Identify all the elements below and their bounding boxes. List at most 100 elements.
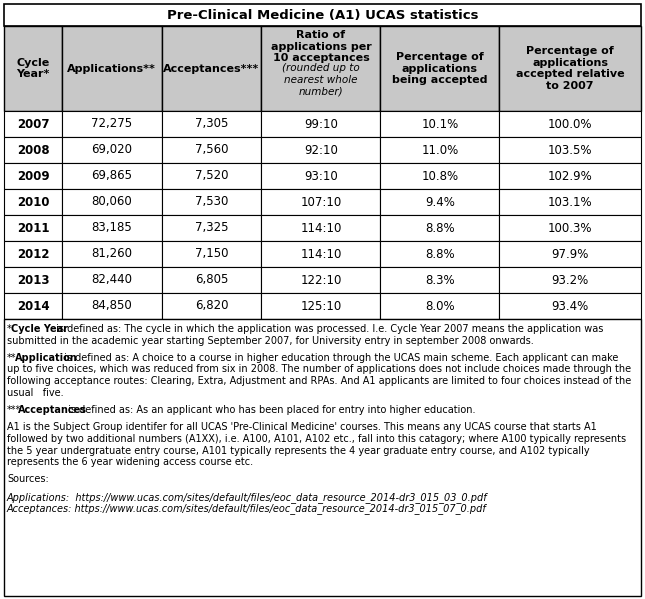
Bar [261, 241, 381, 267]
Text: 100.0%: 100.0% [548, 117, 593, 131]
Bar [381, 267, 499, 293]
Text: 6,805: 6,805 [195, 274, 228, 286]
Text: is defined as: A choice to a course in higher education through the UCAS main sc: is defined as: A choice to a course in h… [61, 353, 618, 363]
Bar [381, 215, 499, 241]
Bar [162, 163, 261, 189]
Bar [381, 163, 499, 189]
Bar [499, 111, 641, 137]
Bar [261, 215, 381, 241]
Text: 122:10: 122:10 [300, 274, 342, 286]
Text: 7,325: 7,325 [195, 222, 228, 234]
Bar [4, 111, 62, 137]
Text: Acceptances: https://www.ucas.com/sites/default/files/eoc_data_resource_2014-dr3: Acceptances: https://www.ucas.com/sites/… [7, 504, 487, 515]
Bar [261, 293, 381, 319]
Bar [4, 26, 62, 111]
Text: *: * [7, 324, 12, 334]
Bar [499, 293, 641, 319]
Bar [499, 215, 641, 241]
Text: 10.8%: 10.8% [421, 170, 459, 183]
Text: 7,520: 7,520 [195, 170, 228, 183]
Text: up to five choices, which was reduced from six in 2008. The number of applicatio: up to five choices, which was reduced fr… [7, 365, 631, 374]
Text: 83,185: 83,185 [92, 222, 132, 234]
Bar [261, 163, 381, 189]
Text: Applications:  https://www.ucas.com/sites/default/files/eoc_data_resource_2014-d: Applications: https://www.ucas.com/sites… [7, 492, 488, 503]
Bar [4, 163, 62, 189]
Bar [4, 319, 641, 596]
Bar [381, 26, 499, 111]
Bar [261, 189, 381, 215]
Text: 11.0%: 11.0% [421, 144, 459, 156]
Bar [499, 241, 641, 267]
Text: followed by two additional numbers (A1XX), i.e. A100, A101, A102 etc., fall into: followed by two additional numbers (A1XX… [7, 434, 626, 444]
Bar [62, 267, 162, 293]
Text: 7,560: 7,560 [195, 144, 228, 156]
Bar [62, 189, 162, 215]
Text: 8.0%: 8.0% [425, 300, 455, 313]
Text: 69,865: 69,865 [92, 170, 132, 183]
Text: Cycle
Year*: Cycle Year* [16, 58, 50, 79]
Text: following acceptance routes: Clearing, Extra, Adjustment and RPAs. And A1 applic: following acceptance routes: Clearing, E… [7, 376, 631, 386]
Bar [381, 293, 499, 319]
Text: 2012: 2012 [17, 247, 49, 261]
Text: 99:10: 99:10 [304, 117, 338, 131]
Bar [4, 189, 62, 215]
Bar [499, 26, 641, 111]
Text: 2014: 2014 [17, 300, 49, 313]
Text: 2013: 2013 [17, 274, 49, 286]
Text: 2009: 2009 [17, 170, 49, 183]
Text: 9.4%: 9.4% [425, 195, 455, 208]
Bar [4, 267, 62, 293]
Bar [162, 267, 261, 293]
Text: usual   five.: usual five. [7, 388, 64, 398]
Text: 8.8%: 8.8% [425, 247, 455, 261]
Bar [499, 189, 641, 215]
Bar [162, 137, 261, 163]
Text: 2008: 2008 [17, 144, 49, 156]
Bar [62, 293, 162, 319]
Bar [381, 241, 499, 267]
Text: Cycle Year: Cycle Year [11, 324, 68, 334]
Text: 103.1%: 103.1% [548, 195, 593, 208]
Text: 93.4%: 93.4% [551, 300, 589, 313]
Bar [62, 26, 162, 111]
Bar [62, 137, 162, 163]
Text: 114:10: 114:10 [300, 222, 342, 234]
Text: 8.8%: 8.8% [425, 222, 455, 234]
Bar [499, 163, 641, 189]
Text: 2007: 2007 [17, 117, 49, 131]
Text: 93:10: 93:10 [304, 170, 338, 183]
Text: 2010: 2010 [17, 195, 49, 208]
Text: 92:10: 92:10 [304, 144, 338, 156]
Bar [261, 26, 381, 111]
Text: Ratio of
applications per
10 acceptances: Ratio of applications per 10 acceptances [270, 30, 372, 63]
Bar [261, 137, 381, 163]
Text: 72,275: 72,275 [91, 117, 132, 131]
Text: 2011: 2011 [17, 222, 49, 234]
Bar [162, 26, 261, 111]
Text: Percentage of
applications
accepted relative
to 2007: Percentage of applications accepted rela… [516, 46, 624, 91]
Text: A1 is the Subject Group identifer for all UCAS 'Pre-Clinical Medicine' courses. : A1 is the Subject Group identifer for al… [7, 422, 597, 432]
Text: ***: *** [7, 405, 21, 415]
Text: is defined as: The cycle in which the application was processed. I.e. Cycle Year: is defined as: The cycle in which the ap… [53, 324, 603, 334]
Bar [4, 215, 62, 241]
Text: 114:10: 114:10 [300, 247, 342, 261]
Bar [4, 137, 62, 163]
Bar [162, 189, 261, 215]
Text: Acceptances***: Acceptances*** [163, 63, 260, 74]
Bar [261, 111, 381, 137]
Text: 82,440: 82,440 [92, 274, 132, 286]
Bar [162, 293, 261, 319]
Text: 93.2%: 93.2% [551, 274, 589, 286]
Text: 81,260: 81,260 [92, 247, 132, 261]
Text: Sources:: Sources: [7, 474, 49, 485]
Bar [162, 215, 261, 241]
Text: Application: Application [15, 353, 77, 363]
Text: 69,020: 69,020 [92, 144, 132, 156]
Text: 102.9%: 102.9% [548, 170, 593, 183]
Text: 97.9%: 97.9% [551, 247, 589, 261]
Bar [499, 267, 641, 293]
Text: 80,060: 80,060 [92, 195, 132, 208]
Text: Acceptances: Acceptances [19, 405, 88, 415]
Text: 84,850: 84,850 [92, 300, 132, 313]
Text: 107:10: 107:10 [301, 195, 341, 208]
